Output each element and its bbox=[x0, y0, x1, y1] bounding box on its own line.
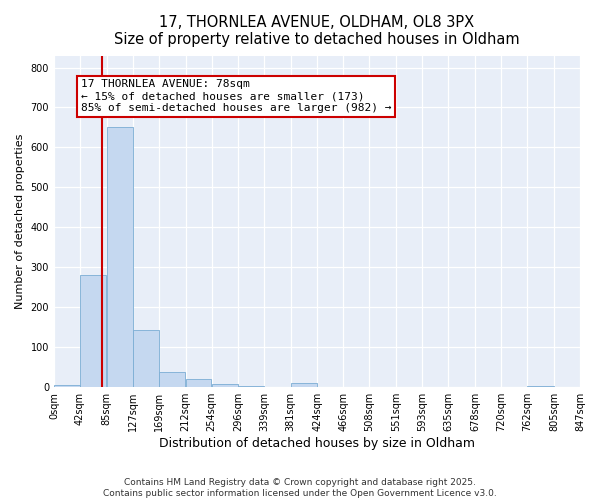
Text: 17 THORNLEA AVENUE: 78sqm
← 15% of detached houses are smaller (173)
85% of semi: 17 THORNLEA AVENUE: 78sqm ← 15% of detac… bbox=[80, 80, 391, 112]
Bar bbox=[291, 383, 317, 387]
Bar bbox=[107, 128, 133, 387]
Y-axis label: Number of detached properties: Number of detached properties bbox=[15, 134, 25, 309]
Title: 17, THORNLEA AVENUE, OLDHAM, OL8 3PX
Size of property relative to detached house: 17, THORNLEA AVENUE, OLDHAM, OL8 3PX Siz… bbox=[114, 15, 520, 48]
Bar bbox=[133, 330, 158, 387]
Text: Contains HM Land Registry data © Crown copyright and database right 2025.
Contai: Contains HM Land Registry data © Crown c… bbox=[103, 478, 497, 498]
Bar bbox=[54, 385, 80, 387]
Bar bbox=[80, 276, 106, 387]
Bar bbox=[159, 372, 185, 387]
Bar bbox=[186, 379, 211, 387]
Bar bbox=[238, 386, 264, 387]
Bar bbox=[212, 384, 238, 387]
X-axis label: Distribution of detached houses by size in Oldham: Distribution of detached houses by size … bbox=[159, 437, 475, 450]
Bar bbox=[527, 386, 554, 387]
